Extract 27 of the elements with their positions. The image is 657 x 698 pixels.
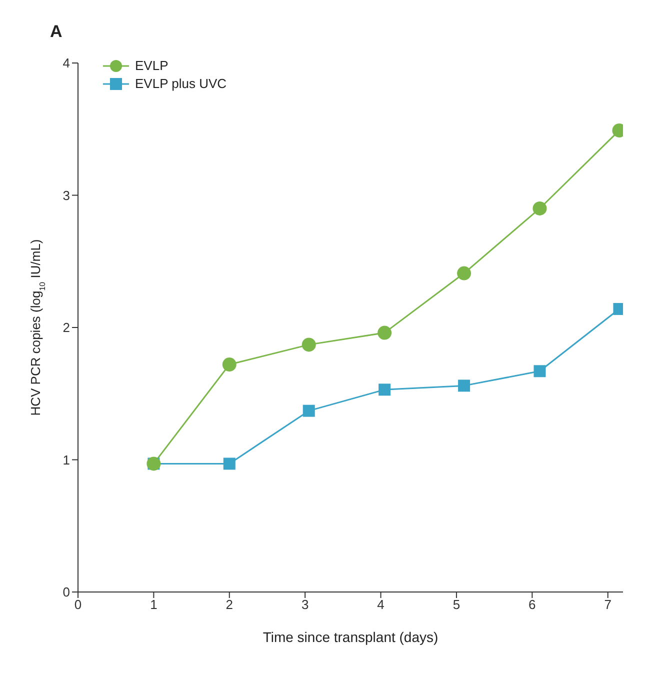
point	[532, 201, 547, 216]
x-tick-label: 2	[226, 597, 234, 612]
point	[378, 326, 392, 340]
legend-label: EVLP plus UVC	[135, 76, 227, 91]
x-tick-label: 3	[301, 597, 309, 612]
chart-title: A	[50, 22, 62, 42]
y-tick-label: 2	[62, 320, 70, 336]
point	[302, 404, 315, 417]
x-tick-label: 1	[150, 597, 158, 612]
y-tick-label: 4	[62, 56, 70, 71]
x-tick-label: 7	[604, 597, 612, 612]
y-tick-label: 3	[62, 188, 70, 203]
point	[223, 458, 236, 470]
legend-label: EVLP	[135, 58, 168, 73]
x-tick-label: 0	[74, 597, 82, 612]
x-tick-label: 5	[452, 597, 460, 612]
y-tick-label: 1	[62, 452, 70, 468]
point	[457, 266, 472, 280]
point	[458, 380, 470, 392]
point	[378, 384, 391, 396]
x-axis-title: Time since transplant (days)	[262, 628, 438, 645]
point	[302, 338, 316, 352]
x-tick-label: 6	[528, 597, 536, 612]
y-tick-label: 0	[62, 584, 70, 600]
point	[222, 358, 236, 372]
point	[534, 365, 546, 378]
x-tick-label: 4	[377, 597, 384, 612]
